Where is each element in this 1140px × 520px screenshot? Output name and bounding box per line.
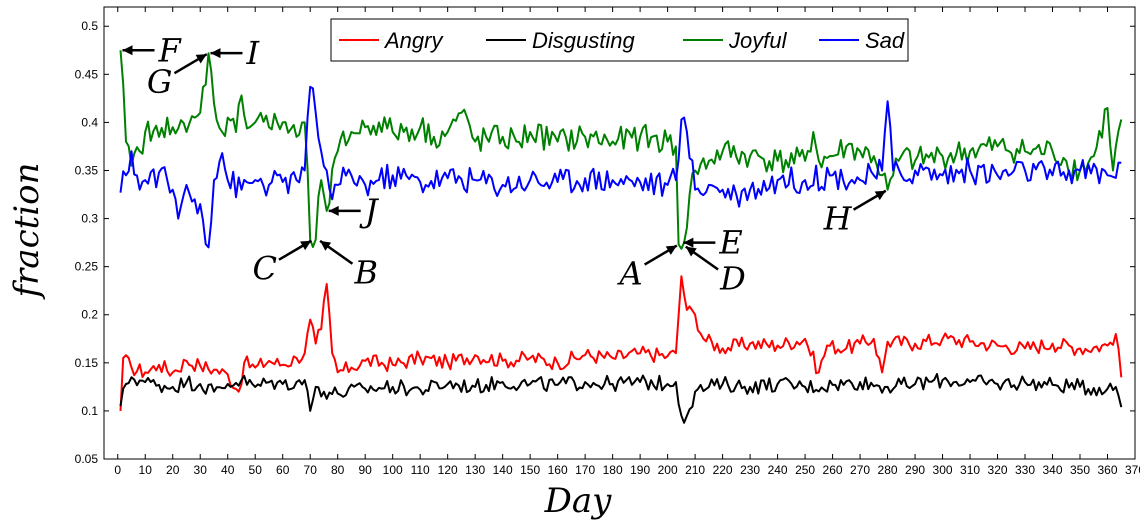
annotation-arrowhead — [874, 190, 886, 201]
annotation-arrowhead — [665, 245, 677, 255]
x-axis-title: Day — [544, 481, 613, 520]
x-tick-label: 250 — [795, 463, 815, 477]
x-tick-label: 50 — [249, 463, 263, 477]
x-tick-label: 200 — [658, 463, 678, 477]
series-line-sad — [119, 85, 1122, 249]
x-tick-label: 370 — [1125, 463, 1140, 477]
plot-frame — [103, 6, 1136, 460]
x-tick-label: 290 — [905, 463, 925, 477]
y-tick-label: 0.25 — [75, 260, 99, 274]
annotation-label-i: I — [245, 34, 260, 72]
y-axis: 0.05 0.1 0.15 0.2 0.25 0.3 0.35 0.4 0.45 0.5 — [75, 19, 1135, 466]
annotation-arrowhead — [683, 237, 694, 248]
x-tick-label: 210 — [685, 463, 705, 477]
x-tick-label: 170 — [575, 463, 595, 477]
annotation-label-c: C — [252, 250, 276, 288]
x-tick-label: 40 — [221, 463, 235, 477]
x-tick-label: 70 — [304, 463, 318, 477]
x-axis: 0 10 20 30 40 50 60 70 80 90 100 110 120 130 140 150 160… — [114, 7, 1140, 477]
legend: Angry Disgusting Joyful Sad — [330, 18, 909, 62]
legend-label-joyful: Joyful — [728, 28, 788, 53]
annotation-arrowhead — [685, 246, 697, 257]
x-tick-label: 280 — [878, 463, 898, 477]
y-tick-label: 0.35 — [75, 163, 99, 177]
x-tick-label: 100 — [383, 463, 403, 477]
y-axis-title: fraction — [7, 162, 47, 300]
x-tick-label: 360 — [1097, 463, 1117, 477]
x-tick-label: 230 — [740, 463, 760, 477]
series-line-angry — [119, 275, 1123, 411]
x-tick-label: 330 — [1015, 463, 1035, 477]
x-tick-label: 130 — [465, 463, 485, 477]
annotation-arrowhead — [300, 240, 312, 251]
x-tick-label: 180 — [603, 463, 623, 477]
annotation-arrowhead — [122, 45, 133, 56]
y-tick-label: 0.3 — [81, 212, 98, 226]
x-tick-label: 20 — [166, 463, 180, 477]
annotation-arrowhead — [210, 48, 221, 59]
y-tick-label: 0.1 — [81, 404, 98, 418]
y-tick-label: 0.45 — [75, 67, 99, 81]
y-tick-label: 0.4 — [81, 115, 98, 129]
x-tick-label: 340 — [1043, 463, 1063, 477]
y-tick-label: 0.2 — [81, 308, 98, 322]
series-line-joyful — [119, 50, 1123, 250]
annotation-label-a: A — [617, 255, 643, 293]
x-tick-label: 120 — [438, 463, 458, 477]
y-tick-label: 0.5 — [81, 19, 98, 33]
annotations: FG I J C B A ED H — [122, 31, 887, 298]
x-tick-label: 30 — [194, 463, 208, 477]
legend-label-disgusting: Disgusting — [532, 28, 635, 53]
annotation-label-j: J — [359, 192, 380, 230]
x-tick-label: 270 — [850, 463, 870, 477]
x-tick-label: 160 — [548, 463, 568, 477]
y-tick-label: 0.15 — [75, 356, 99, 370]
y-tick-label: 0.05 — [75, 452, 99, 466]
x-tick-label: 140 — [493, 463, 513, 477]
series-lines — [119, 50, 1123, 424]
x-tick-label: 190 — [630, 463, 650, 477]
x-tick-label: 320 — [988, 463, 1008, 477]
x-tick-label: 240 — [768, 463, 788, 477]
x-tick-label: 310 — [960, 463, 980, 477]
annotation-label-b: B — [353, 254, 378, 292]
annotation-arrowhead — [328, 205, 339, 216]
x-tick-label: 90 — [359, 463, 373, 477]
x-tick-label: 60 — [276, 463, 290, 477]
x-tick-label: 300 — [933, 463, 953, 477]
x-tick-label: 350 — [1070, 463, 1090, 477]
x-tick-label: 80 — [331, 463, 345, 477]
annotation-label-g: G — [147, 63, 173, 101]
x-tick-label: 260 — [823, 463, 843, 477]
annotation-arrowhead — [320, 240, 332, 251]
legend-box — [330, 18, 909, 62]
series-line-disgusting — [119, 373, 1123, 424]
x-tick-label: 10 — [139, 463, 153, 477]
annotation-label-h: H — [823, 200, 853, 238]
legend-label-angry: Angry — [383, 28, 444, 53]
legend-label-sad: Sad — [865, 28, 905, 53]
x-tick-label: 110 — [411, 463, 430, 477]
annotation-label-f: F — [157, 31, 182, 69]
x-tick-label: 220 — [713, 463, 733, 477]
annotation-arrowhead — [195, 54, 207, 64]
x-tick-label: 0 — [114, 463, 121, 477]
annotation-label-d: D — [719, 260, 746, 298]
x-tick-label: 150 — [520, 463, 540, 477]
annotation-label-e: E — [718, 224, 742, 262]
